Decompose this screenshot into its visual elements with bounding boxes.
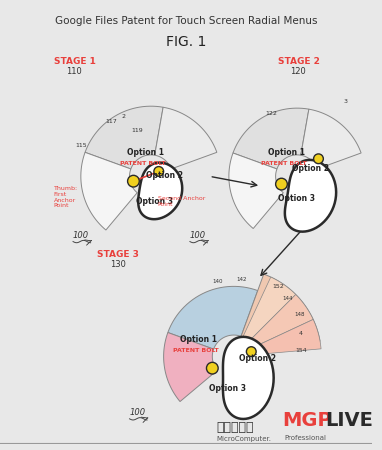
Text: Option 2: Option 2	[239, 354, 275, 363]
Polygon shape	[241, 274, 320, 353]
Text: 110: 110	[66, 67, 82, 76]
Circle shape	[246, 347, 256, 356]
Polygon shape	[81, 152, 137, 230]
Text: Second Anchor
Point: Second Anchor Point	[158, 196, 205, 207]
Text: PATENT BOLT: PATENT BOLT	[120, 161, 165, 166]
Text: Professional: Professional	[284, 435, 326, 441]
Polygon shape	[243, 277, 296, 342]
Circle shape	[154, 166, 163, 176]
Text: 2: 2	[122, 114, 126, 119]
Polygon shape	[229, 153, 283, 229]
Text: 142: 142	[237, 278, 247, 283]
Circle shape	[207, 362, 218, 374]
Text: 115: 115	[75, 143, 87, 148]
Text: Option 1: Option 1	[180, 335, 217, 344]
Text: 152: 152	[273, 284, 285, 289]
Polygon shape	[223, 337, 274, 419]
Text: 100: 100	[129, 408, 146, 417]
Text: 117: 117	[105, 119, 117, 124]
Polygon shape	[155, 107, 217, 169]
Text: Option 3: Option 3	[209, 383, 246, 392]
Text: Option 2: Option 2	[292, 164, 329, 173]
Polygon shape	[249, 294, 313, 347]
Polygon shape	[301, 109, 361, 169]
Text: 120: 120	[290, 67, 306, 76]
Text: STAGE 1: STAGE 1	[53, 57, 96, 66]
Text: 3: 3	[344, 99, 348, 104]
Text: 140: 140	[212, 279, 223, 284]
Polygon shape	[85, 106, 163, 169]
Polygon shape	[233, 108, 309, 169]
Polygon shape	[253, 320, 321, 355]
Text: MGP: MGP	[282, 411, 332, 431]
Text: PATENT BOLT: PATENT BOLT	[261, 161, 307, 166]
Text: PATENT BOLT: PATENT BOLT	[173, 347, 219, 353]
Text: 微型计算机: 微型计算机	[216, 421, 254, 434]
Text: 144: 144	[282, 296, 293, 301]
Text: STAGE 2: STAGE 2	[278, 57, 319, 66]
Text: Thumb:
First
Anchor
Point: Thumb: First Anchor Point	[53, 186, 78, 208]
Text: 130: 130	[110, 260, 126, 269]
Text: 4: 4	[299, 331, 303, 336]
Text: 119: 119	[131, 129, 143, 134]
Text: MicroComputer.: MicroComputer.	[216, 436, 271, 442]
Text: Google Files Patent for Touch Screen Radial Menus: Google Files Patent for Touch Screen Rad…	[55, 16, 317, 26]
Text: 100: 100	[190, 231, 206, 240]
Text: Option 1: Option 1	[268, 148, 305, 157]
Polygon shape	[163, 333, 217, 401]
Text: Option 2: Option 2	[146, 171, 183, 180]
Text: STAGE 3: STAGE 3	[97, 250, 139, 259]
Text: 100: 100	[73, 231, 89, 240]
Circle shape	[128, 176, 139, 187]
Text: 154: 154	[295, 347, 307, 353]
Text: Option 3: Option 3	[136, 197, 173, 206]
Polygon shape	[138, 162, 182, 219]
Polygon shape	[285, 160, 336, 232]
Circle shape	[276, 178, 287, 190]
Text: FIG. 1: FIG. 1	[166, 35, 206, 49]
Text: LIVE: LIVE	[325, 411, 373, 431]
Circle shape	[314, 154, 323, 164]
Text: 122: 122	[265, 111, 277, 116]
Text: Option 3: Option 3	[278, 194, 314, 202]
Text: Option 1: Option 1	[126, 148, 163, 157]
Text: 148: 148	[294, 311, 304, 317]
Polygon shape	[168, 286, 258, 349]
